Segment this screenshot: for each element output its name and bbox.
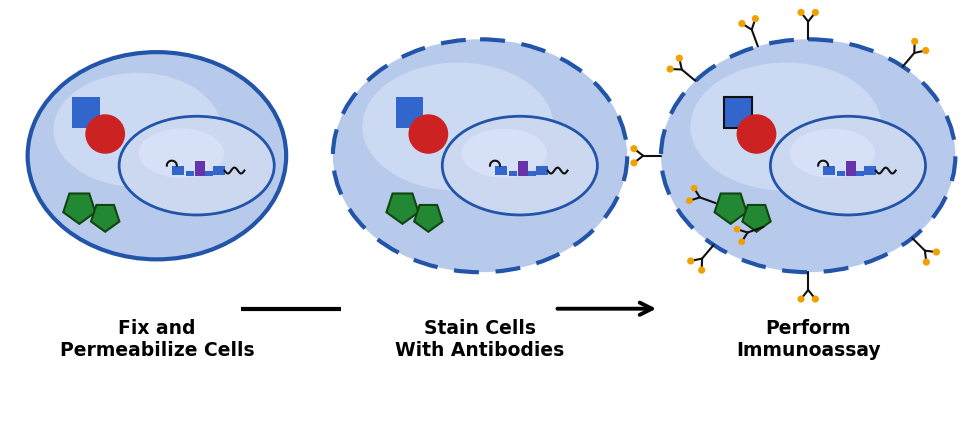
Bar [837, 170, 845, 176]
Circle shape [676, 55, 683, 62]
Ellipse shape [54, 73, 221, 187]
Ellipse shape [790, 129, 875, 178]
Bar [863, 166, 876, 176]
Ellipse shape [363, 63, 554, 191]
Circle shape [85, 114, 125, 154]
Bar [73, 96, 100, 128]
Ellipse shape [691, 63, 882, 191]
Circle shape [923, 258, 930, 266]
Circle shape [737, 114, 776, 154]
Circle shape [698, 266, 706, 274]
Bar [172, 166, 183, 176]
Circle shape [686, 198, 693, 204]
Ellipse shape [462, 129, 547, 178]
Bar [517, 161, 528, 176]
Text: Stain Cells
With Antibodies: Stain Cells With Antibodies [396, 319, 564, 360]
Ellipse shape [27, 52, 286, 259]
Polygon shape [91, 205, 120, 232]
Text: Perform
Immunoassay: Perform Immunoassay [736, 319, 880, 360]
Ellipse shape [120, 116, 274, 215]
Bar [213, 166, 224, 176]
Ellipse shape [662, 39, 956, 272]
Circle shape [922, 47, 929, 54]
Bar [823, 166, 835, 176]
Circle shape [630, 145, 638, 152]
Circle shape [798, 9, 805, 16]
Circle shape [734, 226, 741, 233]
Polygon shape [386, 193, 418, 224]
Bar [205, 170, 213, 176]
Bar [846, 161, 856, 176]
Polygon shape [415, 205, 443, 232]
Circle shape [666, 66, 673, 73]
Bar [536, 166, 548, 176]
Bar [856, 170, 863, 176]
Circle shape [691, 185, 698, 192]
Circle shape [630, 159, 638, 166]
Bar [509, 170, 516, 176]
Circle shape [798, 296, 805, 302]
Ellipse shape [442, 116, 598, 215]
Circle shape [752, 15, 759, 22]
Polygon shape [742, 205, 770, 232]
Circle shape [687, 258, 694, 264]
Circle shape [738, 239, 745, 245]
Ellipse shape [138, 129, 223, 178]
Circle shape [911, 38, 918, 45]
Bar [396, 96, 423, 128]
Bar [723, 96, 752, 128]
Circle shape [933, 248, 940, 255]
Ellipse shape [770, 116, 925, 215]
Bar [528, 170, 536, 176]
Bar [495, 166, 507, 176]
Polygon shape [64, 193, 95, 224]
Text: Fix and
Permeabilize Cells: Fix and Permeabilize Cells [60, 319, 254, 360]
Ellipse shape [333, 39, 627, 272]
Circle shape [811, 296, 819, 302]
Circle shape [738, 20, 746, 27]
Bar [195, 161, 205, 176]
Polygon shape [714, 193, 747, 224]
Bar [186, 170, 194, 176]
Circle shape [811, 9, 819, 16]
Circle shape [409, 114, 448, 154]
